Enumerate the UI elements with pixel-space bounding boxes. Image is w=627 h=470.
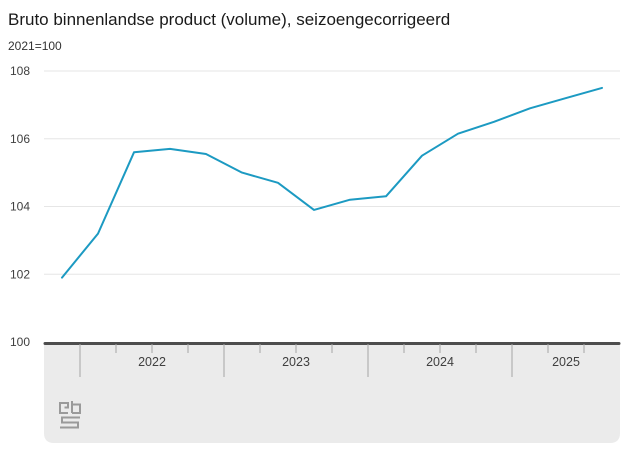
y-axis-labels: 100 102 104 106 108: [10, 64, 30, 349]
y-gridlines: [44, 70, 620, 275]
gdp-series-line: [61, 86, 603, 279]
navigator-track[interactable]: [44, 342, 620, 443]
navigator-ticks: [79, 344, 585, 377]
year-label: 2025: [552, 355, 580, 369]
year-label: 2022: [138, 355, 166, 369]
y-axis-tick-label: 102: [10, 267, 30, 281]
y-axis-tick-label: 106: [10, 132, 30, 146]
y-axis-tick-label: 100: [10, 335, 30, 349]
year-label: 2024: [426, 355, 454, 369]
navigator-year-labels: 2022 2023 2024 2025: [138, 355, 580, 369]
chart-title: Bruto binnenlandse product (volume), sei…: [8, 10, 451, 29]
range-navigator[interactable]: [43, 342, 621, 443]
chart-subtitle: 2021=100: [8, 39, 62, 53]
y-axis-tick-label: 108: [10, 64, 30, 78]
y-axis-tick-label: 104: [10, 200, 30, 214]
cbs-logo-icon: [59, 401, 81, 429]
year-label: 2023: [282, 355, 310, 369]
